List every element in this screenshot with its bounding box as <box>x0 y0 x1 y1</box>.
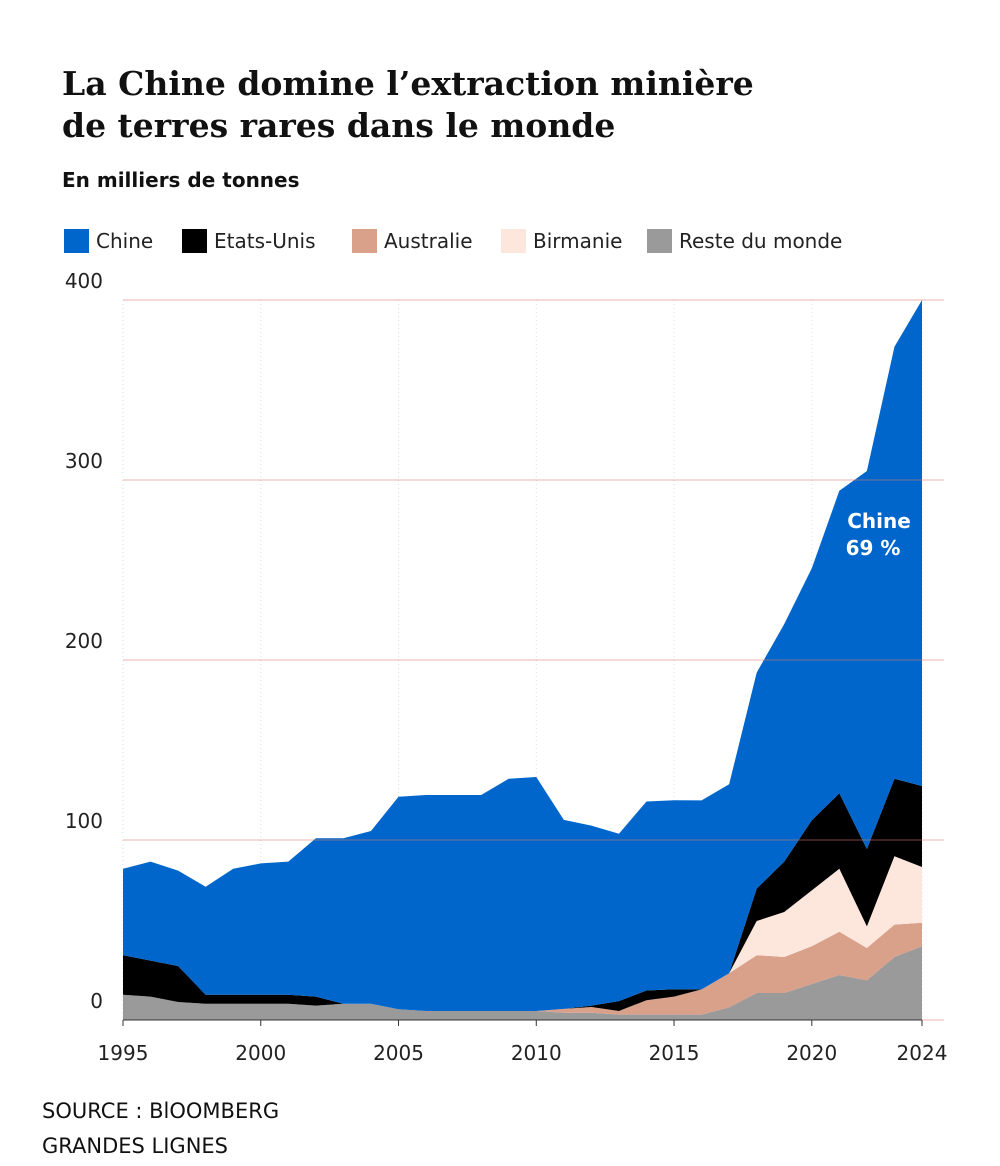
legend-label: Australie <box>384 229 473 253</box>
legend-swatch <box>647 229 672 253</box>
area <box>123 946 922 1020</box>
y-tick-label: 400 <box>65 269 103 293</box>
legend-swatch <box>182 229 207 253</box>
legend-swatch <box>501 229 526 253</box>
x-tick-label: 2024 <box>897 1041 948 1065</box>
x-tick-label: 1995 <box>98 1041 149 1065</box>
subtitle: En milliers de tonnes <box>62 168 300 192</box>
x-tick-label: 2010 <box>511 1041 562 1065</box>
chart-title: de terres rares dans le monde <box>62 106 615 145</box>
area <box>123 922 922 1015</box>
annotation: 69 % <box>846 536 901 560</box>
source: GRANDES LIGNES <box>42 1134 228 1158</box>
y-tick-label: 0 <box>90 989 103 1013</box>
legend-label: Reste du monde <box>679 229 842 253</box>
area <box>123 300 922 1011</box>
source: SOURCE : BlOOMBERG <box>42 1099 279 1123</box>
y-tick-label: 200 <box>65 629 103 653</box>
x-tick-label: 2015 <box>649 1041 700 1065</box>
legend-label: Chine <box>96 229 153 253</box>
chart-title: La Chine domine l’extraction minière <box>62 64 754 103</box>
legend-label: Birmanie <box>533 229 622 253</box>
x-tick-label: 2005 <box>373 1041 424 1065</box>
legend-swatch <box>64 229 89 253</box>
annotation: Chine <box>847 509 911 533</box>
legend-swatch <box>352 229 377 253</box>
area <box>123 856 922 1011</box>
area <box>123 778 922 1011</box>
y-tick-label: 100 <box>65 809 103 833</box>
y-tick-label: 300 <box>65 449 103 473</box>
overlay: 0 100 200 300 400 1995 2000 2005 2010 2015 2020 202… <box>64 229 947 1065</box>
legend-label: Etats-Unis <box>214 229 316 253</box>
x-tick-label: 2000 <box>235 1041 286 1065</box>
x-tick-label: 2020 <box>786 1041 837 1065</box>
